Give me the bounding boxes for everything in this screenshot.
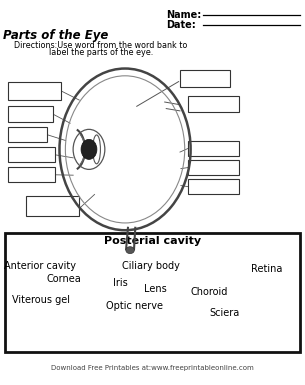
Bar bbox=[8, 106, 53, 122]
Text: Directions:Use word from the word bank to: Directions:Use word from the word bank t… bbox=[14, 41, 187, 50]
Text: Optic nerve: Optic nerve bbox=[106, 301, 163, 311]
Text: Date:: Date: bbox=[166, 20, 196, 30]
Text: Iris: Iris bbox=[113, 278, 128, 288]
Bar bbox=[5, 233, 300, 352]
Bar bbox=[188, 160, 239, 175]
Text: Sciera: Sciera bbox=[209, 308, 239, 318]
Bar bbox=[8, 127, 47, 142]
Text: label the parts of the eye.: label the parts of the eye. bbox=[48, 48, 153, 57]
Bar bbox=[188, 179, 239, 194]
Text: Retina: Retina bbox=[251, 264, 282, 275]
Bar bbox=[26, 196, 79, 216]
Ellipse shape bbox=[126, 247, 135, 254]
Bar bbox=[188, 141, 239, 156]
Bar bbox=[180, 70, 230, 87]
Circle shape bbox=[81, 139, 97, 159]
Text: Viterous gel: Viterous gel bbox=[12, 295, 70, 305]
Bar bbox=[8, 167, 55, 182]
Text: Lens: Lens bbox=[144, 284, 167, 294]
Text: Ciliary body: Ciliary body bbox=[122, 261, 180, 271]
Text: Anterior cavity: Anterior cavity bbox=[4, 261, 76, 271]
Bar bbox=[188, 96, 239, 112]
Text: Cornea: Cornea bbox=[47, 274, 81, 284]
Text: Name:: Name: bbox=[166, 10, 202, 20]
Text: Choroid: Choroid bbox=[190, 287, 228, 297]
Text: Posterial cavity: Posterial cavity bbox=[104, 236, 201, 246]
Bar bbox=[8, 147, 55, 162]
Text: Parts of the Eye: Parts of the Eye bbox=[3, 29, 108, 42]
Bar bbox=[8, 82, 61, 100]
Text: Download Free Printables at:www.freeprintableonline.com: Download Free Printables at:www.freeprin… bbox=[51, 365, 254, 371]
